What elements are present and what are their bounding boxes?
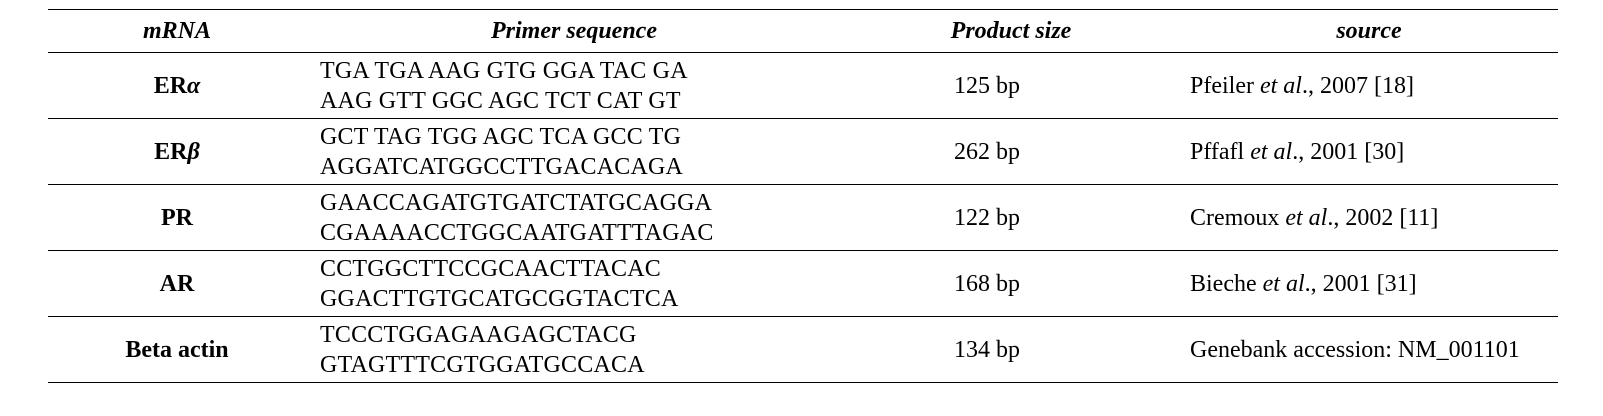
primer-forward: CCTGGCTTCCGCAACTTACAC bbox=[320, 255, 661, 282]
source-etal: et al bbox=[1285, 204, 1328, 231]
primer-reverse: GTAGTTTCGTGGATGCCACA bbox=[320, 351, 645, 378]
table-row: Beta actin TCCCTGGAGAAGAGCTACG GTAGTTTCG… bbox=[48, 317, 1558, 383]
header-mrna: mRNA bbox=[142, 17, 211, 44]
mrna-name: ER bbox=[153, 72, 188, 99]
primer-cell: TCCCTGGAGAAGAGCTACG GTAGTTTCGTGGATGCCACA bbox=[306, 317, 842, 383]
table-row: ERβ GCT TAG TGG AGC TCA GCC TG AGGATCATG… bbox=[48, 119, 1558, 185]
table-row: PR GAACCAGATGTGATCTATGCAGGA CGAAAACCTGGC… bbox=[48, 185, 1558, 251]
product-size-cell: 122 bp bbox=[954, 204, 1020, 231]
primer-forward: GCT TAG TGG AGC TCA GCC TG bbox=[320, 123, 682, 150]
product-size-cell: 134 bp bbox=[954, 336, 1020, 363]
primer-cell: GCT TAG TGG AGC TCA GCC TG AGGATCATGGCCT… bbox=[306, 119, 842, 185]
header-product-size: Product size bbox=[950, 17, 1072, 44]
primer-cell: TGA TGA AAG GTG GGA TAC GA AAG GTT GGC A… bbox=[306, 53, 842, 119]
primer-cell: CCTGGCTTCCGCAACTTACAC GGACTTGTGCATGCGGTA… bbox=[306, 251, 842, 317]
primer-reverse: AAG GTT GGC AGC TCT CAT GT bbox=[320, 87, 681, 114]
source-author: Cremoux bbox=[1190, 204, 1286, 231]
primer-cell: GAACCAGATGTGATCTATGCAGGA CGAAAACCTGGCAAT… bbox=[306, 185, 842, 251]
mrna-cell: ERβ bbox=[48, 119, 306, 185]
header-source: source bbox=[1336, 17, 1402, 44]
source-author: Genebank accession: NM_001101 bbox=[1190, 336, 1520, 363]
mrna-cell: Beta actin bbox=[48, 317, 306, 383]
primer-table-container: mRNA Primer sequence Product size source… bbox=[48, 9, 1558, 383]
mrna-name: Beta actin bbox=[125, 336, 229, 363]
source-author: Pffafl bbox=[1190, 138, 1251, 165]
source-cell: Cremoux et al., 2002 [11] bbox=[1180, 185, 1558, 251]
table-row: AR CCTGGCTTCCGCAACTTACAC GGACTTGTGCATGCG… bbox=[48, 251, 1558, 317]
source-etal: et al bbox=[1259, 72, 1302, 99]
product-size-cell: 168 bp bbox=[954, 270, 1020, 297]
product-size-cell: 262 bp bbox=[954, 138, 1020, 165]
mrna-cell: ERα bbox=[48, 53, 306, 119]
product-size-cell: 125 bp bbox=[954, 72, 1020, 99]
source-cell: Genebank accession: NM_001101 bbox=[1180, 317, 1558, 383]
source-year-ref: ., 2002 [11] bbox=[1327, 204, 1439, 231]
primer-forward: GAACCAGATGTGATCTATGCAGGA bbox=[320, 189, 713, 216]
mrna-cell: PR bbox=[48, 185, 306, 251]
mrna-greek-suffix: β bbox=[187, 138, 200, 165]
primer-reverse: AGGATCATGGCCTTGACACAGA bbox=[320, 153, 684, 180]
mrna-name: AR bbox=[159, 270, 195, 297]
mrna-cell: AR bbox=[48, 251, 306, 317]
header-primer-sequence: Primer sequence bbox=[491, 17, 657, 44]
primer-table: mRNA Primer sequence Product size source… bbox=[48, 9, 1558, 383]
primer-reverse: GGACTTGTGCATGCGGTACTCA bbox=[320, 285, 679, 312]
mrna-name: PR bbox=[161, 204, 193, 231]
table-row: ERα TGA TGA AAG GTG GGA TAC GA AAG GTT G… bbox=[48, 53, 1558, 119]
primer-forward: TCCCTGGAGAAGAGCTACG bbox=[320, 321, 637, 348]
mrna-name: ER bbox=[154, 138, 188, 165]
table-header-row: mRNA Primer sequence Product size source bbox=[48, 9, 1558, 53]
primer-reverse: CGAAAACCTGGCAATGATTTAGAC bbox=[320, 219, 714, 246]
source-year-ref: ., 2001 [30] bbox=[1292, 138, 1405, 165]
primer-forward: TGA TGA AAG GTG GGA TAC GA bbox=[320, 57, 688, 84]
source-cell: Bieche et al., 2001 [31] bbox=[1180, 251, 1558, 317]
source-cell: Pfeiler et al., 2007 [18] bbox=[1180, 53, 1558, 119]
source-etal: et al bbox=[1262, 270, 1305, 297]
source-etal: et al bbox=[1250, 138, 1293, 165]
source-author: Pfeiler bbox=[1190, 72, 1260, 99]
source-year-ref: ., 2001 [31] bbox=[1304, 270, 1417, 297]
source-year-ref: ., 2007 [18] bbox=[1301, 72, 1414, 99]
mrna-greek-suffix: α bbox=[187, 72, 201, 99]
source-author: Bieche bbox=[1190, 270, 1263, 297]
source-cell: Pffafl et al., 2001 [30] bbox=[1180, 119, 1558, 185]
